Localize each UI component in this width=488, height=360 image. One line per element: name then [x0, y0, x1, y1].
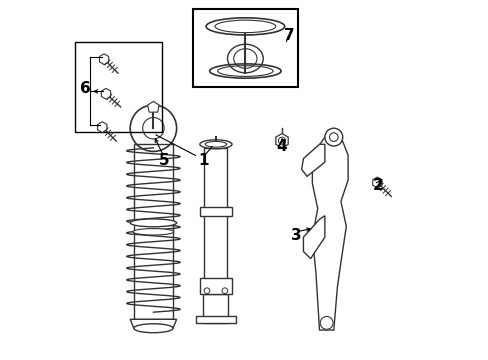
Polygon shape: [372, 177, 381, 188]
Polygon shape: [101, 89, 110, 99]
Polygon shape: [147, 102, 159, 112]
Polygon shape: [275, 134, 287, 148]
Circle shape: [329, 133, 337, 141]
Ellipse shape: [200, 140, 231, 149]
Text: 6: 6: [80, 81, 91, 96]
Bar: [203, 294, 228, 323]
Polygon shape: [301, 144, 324, 176]
Ellipse shape: [130, 219, 176, 227]
Circle shape: [324, 128, 342, 146]
Text: 4: 4: [276, 139, 287, 154]
Ellipse shape: [233, 49, 257, 68]
Polygon shape: [99, 54, 108, 64]
Text: 3: 3: [290, 228, 301, 243]
Ellipse shape: [134, 324, 173, 333]
FancyBboxPatch shape: [192, 9, 298, 87]
Circle shape: [320, 316, 332, 329]
Bar: [196, 316, 235, 323]
Circle shape: [203, 288, 209, 294]
Bar: [200, 207, 231, 216]
Ellipse shape: [205, 141, 226, 147]
Bar: [200, 278, 231, 294]
Circle shape: [222, 288, 227, 294]
Text: 7: 7: [283, 28, 294, 43]
Ellipse shape: [227, 44, 263, 73]
Text: 5: 5: [159, 153, 169, 168]
Polygon shape: [130, 319, 176, 328]
Polygon shape: [98, 122, 107, 132]
Bar: [134, 144, 173, 319]
Text: 2: 2: [372, 178, 383, 193]
Bar: [204, 148, 227, 208]
Bar: [204, 208, 227, 280]
Polygon shape: [312, 137, 347, 330]
Ellipse shape: [133, 229, 174, 235]
Text: 1: 1: [198, 153, 208, 168]
Polygon shape: [303, 216, 324, 258]
